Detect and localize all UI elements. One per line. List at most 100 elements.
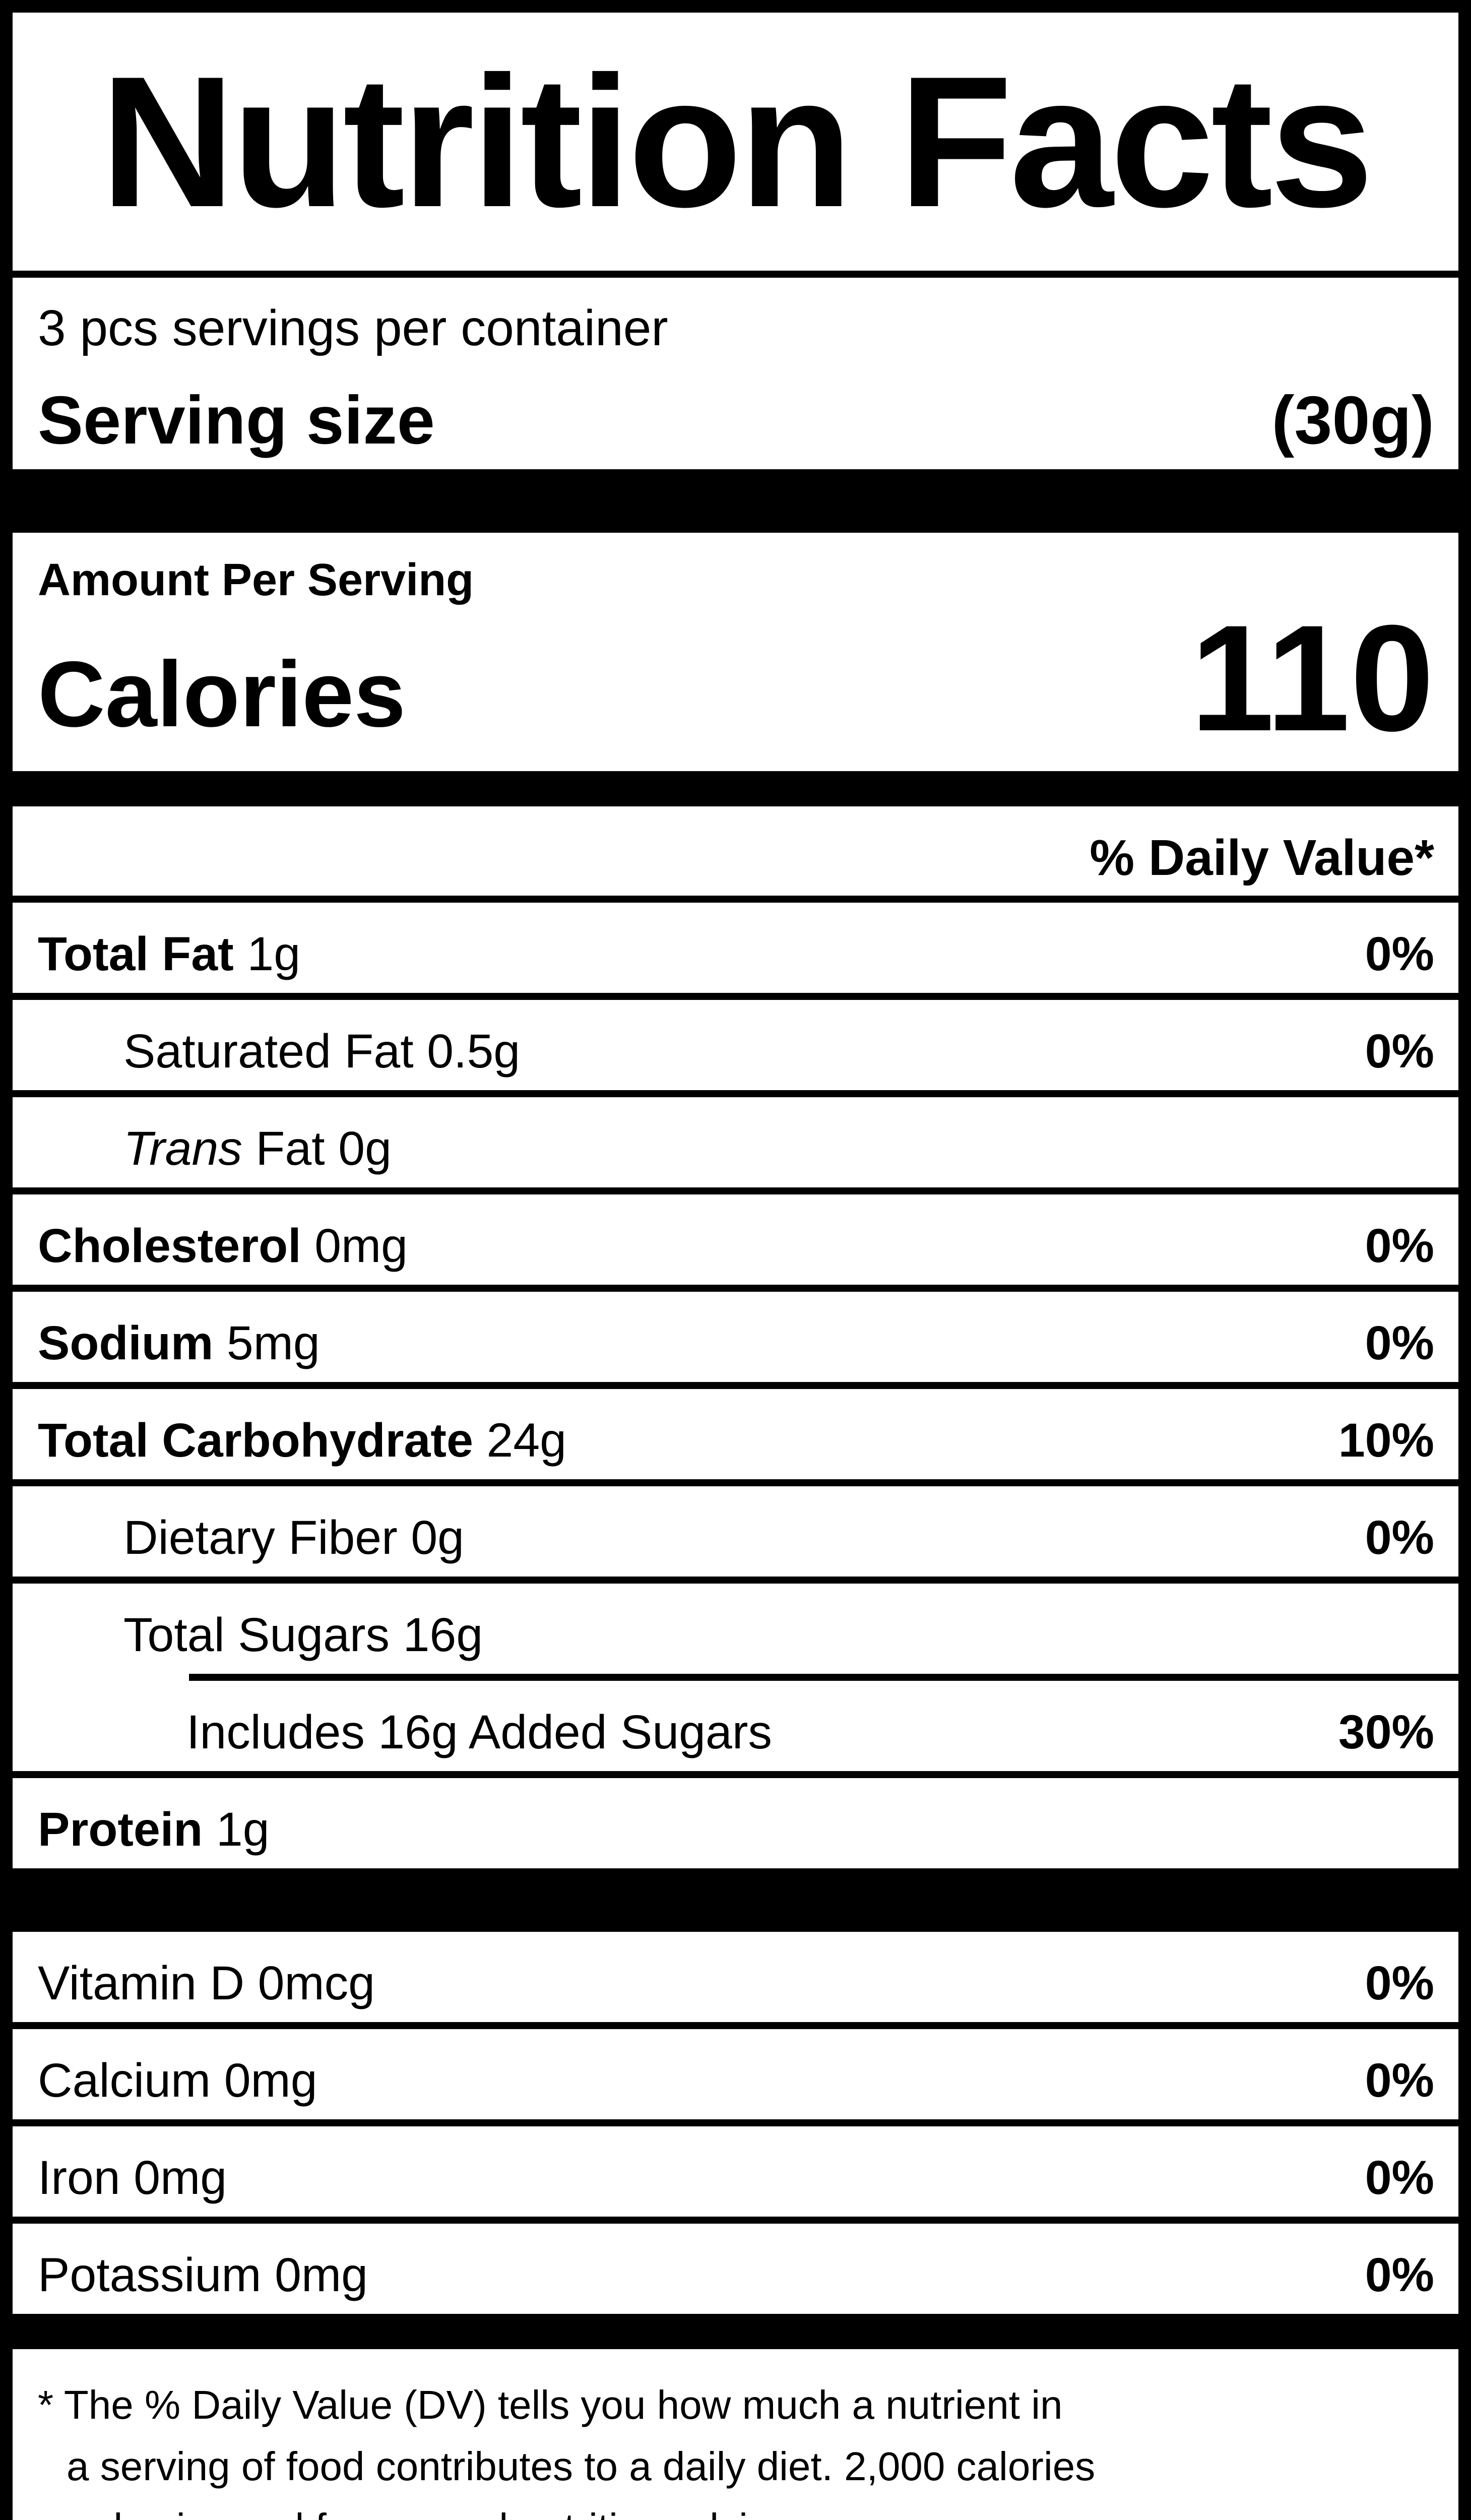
divider-rule [13, 993, 1458, 1000]
nutrient-name-italic: Trans [123, 1122, 242, 1175]
footnote-line: * The % Daily Value (DV) tells you how m… [38, 2382, 1063, 2427]
nutrient-text: Cholesterol 0mg [38, 1217, 408, 1275]
footnote-line: a serving of food contributes to a daily… [67, 2444, 1096, 2489]
nutrient-dv: 0% [1365, 1511, 1434, 1564]
nutrient-text: Total Carbohydrate 24g [38, 1412, 566, 1469]
nutrient-name: Sodium [38, 1316, 214, 1370]
nutrient-row-trans-fat: Trans Fat 0g [13, 1097, 1458, 1187]
nutrient-dv: 0% [1365, 927, 1434, 981]
nutrient-text: Dietary Fiber 0g [123, 1509, 464, 1566]
divider-rule [13, 1771, 1458, 1778]
nutrient-text: Iron 0mg [38, 2149, 227, 2207]
nutrient-name: Fat [255, 1122, 325, 1175]
divider-rule-partial [189, 1674, 1458, 1681]
nutrient-amount: 0mg [314, 1219, 408, 1273]
separator-bar-thick [13, 1868, 1458, 1932]
nutrient-dv: 0% [1365, 1219, 1434, 1273]
nutrient-text: Potassium 0mg [38, 2246, 368, 2304]
nutrient-amount: 16g [403, 1608, 483, 1662]
nutrient-dv: 0% [1365, 2248, 1434, 2302]
serving-size-label: Serving size [38, 382, 435, 458]
divider-rule [13, 1090, 1458, 1097]
nutrient-amount: 0mcg [258, 1957, 375, 2010]
divider-rule [13, 1285, 1458, 1292]
divider-rule [13, 1479, 1458, 1486]
nutrient-text: Includes 16g Added Sugars [186, 1704, 772, 1761]
nutrient-name: Protein [38, 1803, 203, 1856]
divider-rule [13, 2217, 1458, 2224]
servings-per-container: 3 pcs servings per container [38, 300, 668, 356]
nutrient-amount: 5mg [226, 1316, 320, 1370]
label-title: Nutrition Facts [100, 37, 1374, 246]
nutrient-amount: 1g [247, 927, 301, 981]
nutrient-amount: 0.5g [427, 1025, 521, 1078]
nutrient-name: Potassium [38, 2248, 262, 2302]
nutrient-amount: 1g [216, 1803, 270, 1856]
nutrient-text: Trans Fat 0g [123, 1120, 392, 1177]
calories-row: Calories 110 [13, 597, 1458, 753]
footnote-line: a day is used for general nutrition advi… [38, 2497, 1434, 2520]
nutrient-dv: 0% [1365, 2151, 1434, 2204]
nutrient-row-saturated-fat: Saturated Fat 0.5g 0% [13, 1000, 1458, 1090]
divider-rule [13, 1382, 1458, 1389]
serving-size-row: Serving size (30g) [13, 381, 1458, 459]
nutrient-text: Protein 1g [38, 1801, 270, 1858]
vitamin-row-vitamin-d: Vitamin D 0mcg 0% [13, 1932, 1458, 2022]
nutrient-dv: 10% [1338, 1414, 1434, 1467]
nutrient-row-total-carbohydrate: Total Carbohydrate 24g 10% [13, 1389, 1458, 1479]
nutrient-text: Sodium 5mg [38, 1314, 320, 1372]
nutrient-name: Includes 16g Added Sugars [186, 1706, 772, 1759]
separator-bar-bottom [13, 2314, 1458, 2349]
divider-rule [13, 1577, 1458, 1584]
divider-rule [13, 896, 1458, 903]
nutrient-row-added-sugars: Includes 16g Added Sugars 30% [13, 1681, 1458, 1771]
divider-rule [13, 2119, 1458, 2126]
nutrient-name: Iron [38, 2151, 120, 2204]
nutrient-row-total-fat: Total Fat 1g 0% [13, 903, 1458, 993]
nutrient-row-sodium: Sodium 5mg 0% [13, 1292, 1458, 1382]
nutrient-amount: 0mg [275, 2248, 368, 2302]
nutrient-name: Vitamin D [38, 1957, 245, 2010]
serving-size-value: (30g) [1271, 382, 1434, 458]
nutrient-row-cholesterol: Cholesterol 0mg 0% [13, 1194, 1458, 1285]
vitamin-row-iron: Iron 0mg 0% [13, 2126, 1458, 2217]
nutrient-dv: 0% [1365, 1025, 1434, 1078]
vitamin-row-potassium: Potassium 0mg 0% [13, 2224, 1458, 2314]
nutrient-dv: 30% [1338, 1706, 1434, 1759]
nutrient-name: Dietary Fiber [123, 1511, 398, 1564]
nutrient-text: Total Fat 1g [38, 925, 300, 983]
divider-rule [13, 2022, 1458, 2029]
nutrient-text: Vitamin D 0mcg [38, 1955, 375, 2012]
calories-label: Calories [38, 643, 406, 746]
nutrient-amount: 0mg [134, 2151, 227, 2204]
divider-rule [13, 271, 1458, 278]
nutrient-row-protein: Protein 1g [13, 1778, 1458, 1868]
vitamin-row-calcium: Calcium 0mg 0% [13, 2029, 1458, 2119]
footnote: * The % Daily Value (DV) tells you how m… [13, 2349, 1458, 2520]
nutrient-name: Total Fat [38, 927, 234, 981]
separator-bar-medium [13, 771, 1458, 806]
nutrient-dv: 0% [1365, 1316, 1434, 1370]
separator-bar-thick [13, 469, 1458, 533]
nutrient-text: Calcium 0mg [38, 2052, 317, 2109]
nutrient-name: Saturated Fat [123, 1025, 414, 1078]
nutrient-amount: 24g [486, 1414, 567, 1467]
nutrient-name: Total Carbohydrate [38, 1414, 473, 1467]
amount-per-serving-label: Amount Per Serving [38, 555, 474, 605]
nutrient-row-dietary-fiber: Dietary Fiber 0g 0% [13, 1486, 1458, 1577]
nutrient-text: Total Sugars 16g [123, 1606, 483, 1664]
nutrient-name: Cholesterol [38, 1219, 301, 1273]
daily-value-header: % Daily Value* [1090, 830, 1434, 886]
calories-value: 110 [1190, 593, 1434, 763]
divider-rule [13, 1187, 1458, 1194]
nutrient-amount: 0mg [224, 2054, 317, 2107]
nutrient-amount: 0g [411, 1511, 465, 1564]
nutrient-dv: 0% [1365, 2054, 1434, 2107]
nutrient-text: Saturated Fat 0.5g [123, 1023, 520, 1080]
nutrient-dv: 0% [1365, 1957, 1434, 2010]
nutrient-name: Calcium [38, 2054, 211, 2107]
nutrient-row-total-sugars: Total Sugars 16g [13, 1584, 1458, 1674]
nutrient-name: Total Sugars [123, 1608, 390, 1662]
nutrient-amount: 0g [338, 1122, 392, 1175]
